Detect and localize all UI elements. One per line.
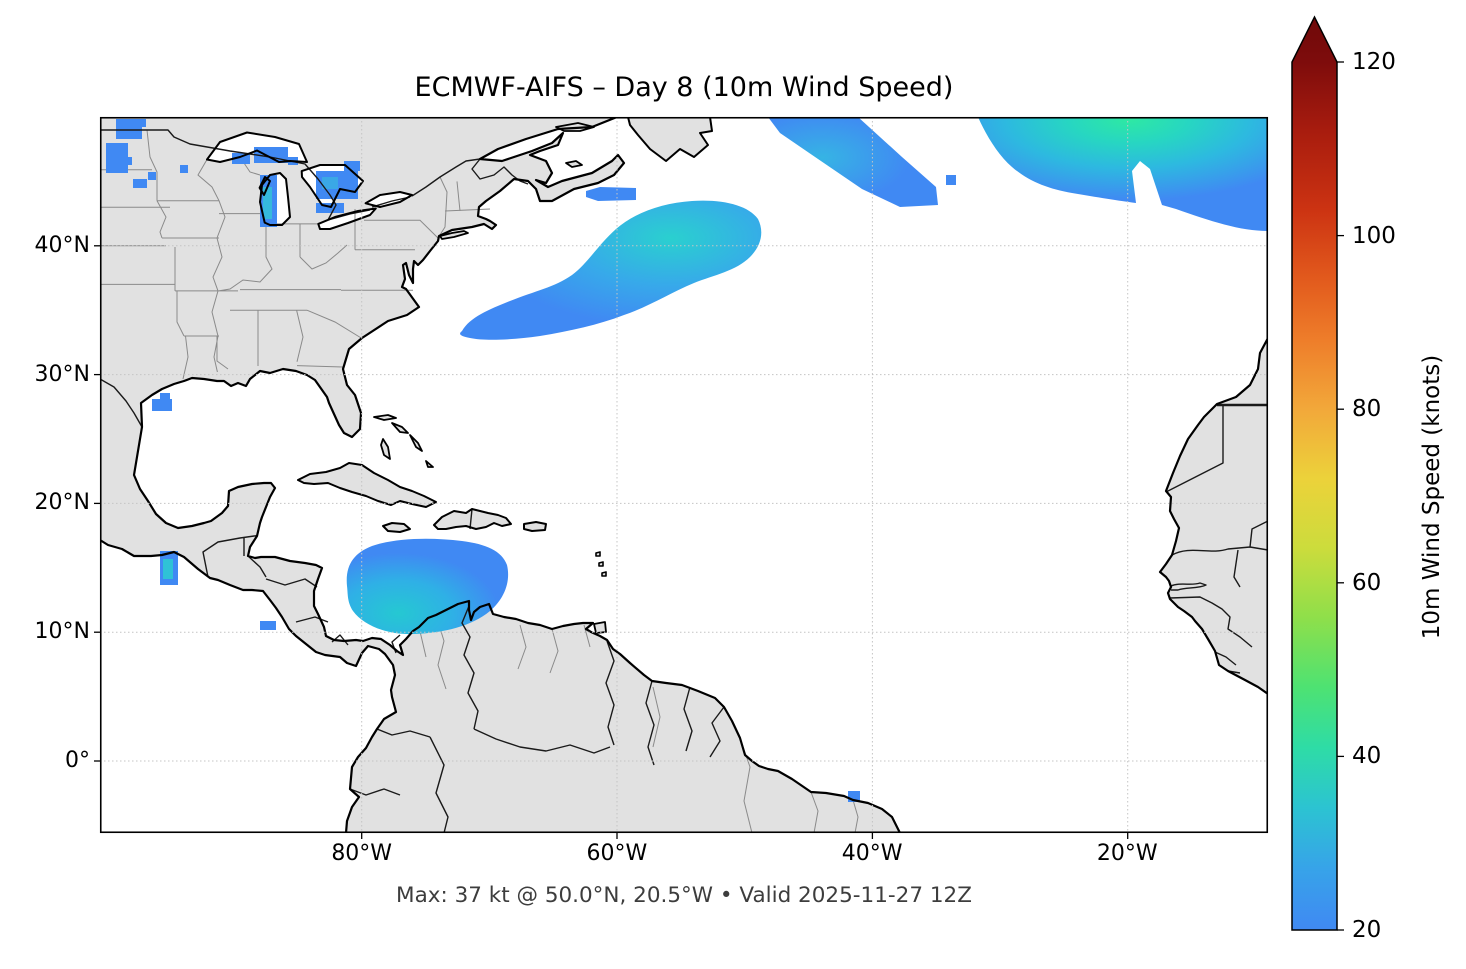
graticule	[100, 117, 1268, 833]
lat-tick-10n: 10°N	[34, 619, 90, 645]
lon-tick-60w: 60°W	[586, 841, 648, 866]
lat-tick-30n: 30°N	[34, 361, 90, 387]
atlantic-wind-map	[94, 116, 1269, 839]
axis-tick-marks	[94, 245, 1129, 839]
wind-shading-ne-atlantic	[978, 117, 1268, 231]
lat-tick-0: 0°	[65, 748, 90, 773]
cb-tick-120: 120	[1352, 49, 1396, 75]
lon-tick-40w: 40°W	[841, 841, 903, 866]
wind-shading-midatlantic	[460, 200, 762, 340]
lat-tick-40n: 40°N	[34, 232, 90, 258]
colorbar	[1290, 12, 1466, 958]
lon-tick-80w: 80°W	[331, 841, 393, 866]
wind-shading-band-40w	[768, 117, 938, 207]
colorbar-outline	[1291, 15, 1338, 931]
cb-tick-60: 60	[1352, 569, 1382, 596]
cb-tick-40: 40	[1352, 743, 1382, 770]
colorbar-extend-arrow	[1292, 17, 1337, 62]
cb-tick-100: 100	[1352, 222, 1396, 249]
colorbar-gradient	[1292, 62, 1337, 930]
state-borders	[100, 129, 859, 833]
wind-shading-small-patch-cores	[163, 177, 338, 579]
land-fill	[100, 117, 1268, 833]
wind-shading-dot-atlantic	[946, 175, 956, 185]
cb-tick-20: 20	[1352, 917, 1382, 943]
lon-tick-20w: 20°W	[1096, 841, 1158, 866]
cb-tick-80: 80	[1352, 396, 1382, 423]
lat-tick-20n: 20°N	[34, 490, 90, 516]
colorbar-tick-marks	[1337, 61, 1344, 931]
max-annotation: Max: 37 kt @ 50.0°N, 20.5°W • Valid 2025…	[396, 883, 972, 908]
great-lakes-fill	[207, 132, 412, 229]
wind-shading-strip-nova-scotia-south	[586, 187, 636, 201]
map-plot-area	[94, 116, 1269, 839]
plot-title: ECMWF-AIFS – Day 8 (10m Wind Speed)	[414, 72, 954, 103]
axes-frame	[99, 116, 1269, 834]
colorbar-axis-label: 10m Wind Speed (knots)	[1419, 354, 1445, 640]
